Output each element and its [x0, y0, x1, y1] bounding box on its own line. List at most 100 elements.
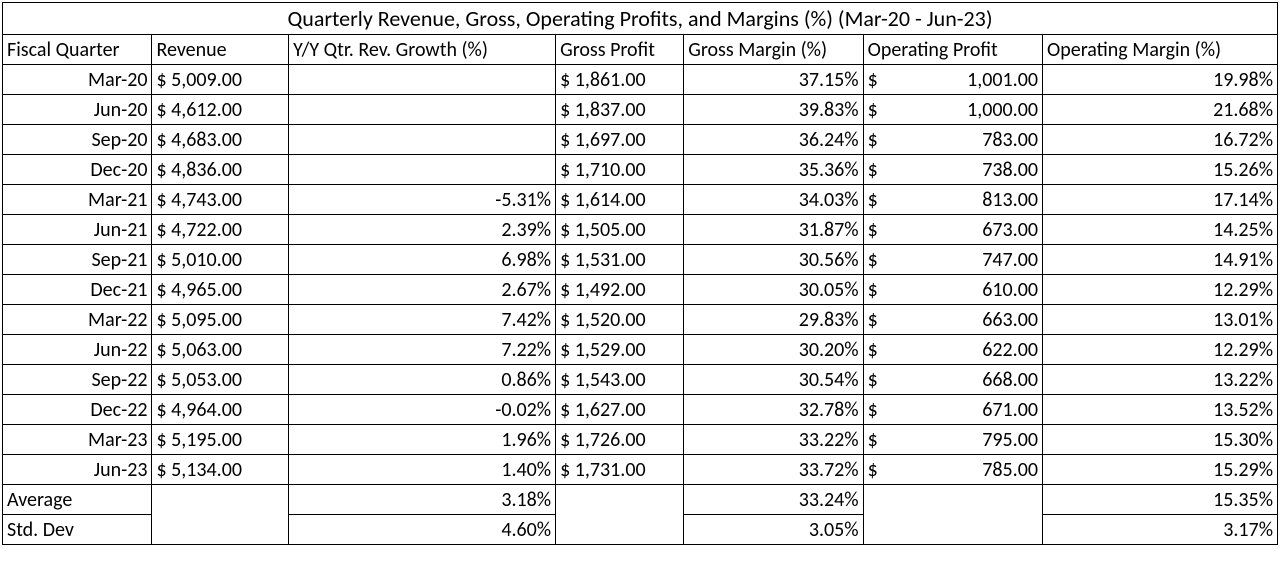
summary-row-average: Average3.18%33.24%15.35% — [3, 485, 1278, 515]
summary-blank-gp — [556, 485, 684, 545]
cell-om: 19.98% — [1043, 65, 1278, 95]
col-header-yoy: Y/Y Qtr. Rev. Growth (%) — [289, 35, 556, 65]
cell-rev: $ 5,063.00 — [152, 335, 289, 365]
cell-rev: $ 5,009.00 — [152, 65, 289, 95]
cell-op: $785.00 — [863, 455, 1042, 485]
financials-table: Quarterly Revenue, Gross, Operating Prof… — [2, 2, 1278, 545]
cell-gm: 30.56% — [684, 245, 863, 275]
table-row: Sep-20$ 4,683.00 $ 1,697.0036.24%$783.001… — [3, 125, 1278, 155]
cell-rev: $ 4,965.00 — [152, 275, 289, 305]
cell-rev: $ 4,683.00 — [152, 125, 289, 155]
cell-fq: Sep-20 — [3, 125, 152, 155]
table-body: Mar-20$ 5,009.00$ 1,861.0037.15%$1,001.0… — [3, 65, 1278, 545]
cell-rev: $ 5,010.00 — [152, 245, 289, 275]
cell-yoy — [289, 125, 556, 155]
cell-rev: $ 4,612.00 — [152, 95, 289, 125]
cell-op: $783.00 — [863, 125, 1042, 155]
cell-op: $813.00 — [863, 185, 1042, 215]
table-row: Jun-20$ 4,612.00$ 1,837.0039.83%$1,000.0… — [3, 95, 1278, 125]
cell-om: 21.68% — [1043, 95, 1278, 125]
cell-gp: $ 1,543.00 — [556, 365, 684, 395]
cell-fq: Mar-21 — [3, 185, 152, 215]
cell-rev: $ 4,964.00 — [152, 395, 289, 425]
table-row: Mar-22$ 5,095.007.42%$ 1,520.0029.83%$66… — [3, 305, 1278, 335]
cell-gp: $ 1,697.00 — [556, 125, 684, 155]
cell-om: 12.29% — [1043, 335, 1278, 365]
cell-rev: $ 4,836.00 — [152, 155, 289, 185]
col-header-gp: Gross Profit — [556, 35, 684, 65]
cell-fq: Mar-23 — [3, 425, 152, 455]
cell-rev: $ 5,195.00 — [152, 425, 289, 455]
cell-om: 15.30% — [1043, 425, 1278, 455]
table-row: Dec-21$ 4,965.002.67%$ 1,492.0030.05%$61… — [3, 275, 1278, 305]
cell-fq: Dec-21 — [3, 275, 152, 305]
cell-yoy — [289, 155, 556, 185]
cell-yoy: 1.96% — [289, 425, 556, 455]
cell-gp: $ 1,531.00 — [556, 245, 684, 275]
col-header-op: Operating Profit — [863, 35, 1042, 65]
cell-rev: $ 5,053.00 — [152, 365, 289, 395]
cell-op: $795.00 — [863, 425, 1042, 455]
cell-op: $1,001.00 — [863, 65, 1042, 95]
cell-om: 15.29% — [1043, 455, 1278, 485]
cell-yoy: 1.40% — [289, 455, 556, 485]
cell-fq: Jun-21 — [3, 215, 152, 245]
table-row: Sep-21$ 5,010.006.98%$ 1,531.0030.56%$74… — [3, 245, 1278, 275]
cell-gm: 33.72% — [684, 455, 863, 485]
summary-cell-yoy: 4.60% — [289, 515, 556, 545]
cell-rev: $ 5,095.00 — [152, 305, 289, 335]
cell-om: 14.25% — [1043, 215, 1278, 245]
table-row: Mar-20$ 5,009.00$ 1,861.0037.15%$1,001.0… — [3, 65, 1278, 95]
cell-gm: 32.78% — [684, 395, 863, 425]
cell-gp: $ 1,837.00 — [556, 95, 684, 125]
cell-op: $663.00 — [863, 305, 1042, 335]
cell-gp: $ 1,520.00 — [556, 305, 684, 335]
cell-om: 16.72% — [1043, 125, 1278, 155]
cell-fq: Jun-23 — [3, 455, 152, 485]
summary-blank-rev — [152, 485, 289, 545]
cell-fq: Jun-22 — [3, 335, 152, 365]
title-row: Quarterly Revenue, Gross, Operating Prof… — [3, 3, 1278, 35]
cell-op: $671.00 — [863, 395, 1042, 425]
cell-op: $747.00 — [863, 245, 1042, 275]
summary-cell-om: 3.17% — [1043, 515, 1278, 545]
cell-gp: $ 1,731.00 — [556, 455, 684, 485]
cell-rev: $ 4,722.00 — [152, 215, 289, 245]
table-row: Jun-21$ 4,722.002.39%$ 1,505.0031.87%$67… — [3, 215, 1278, 245]
cell-gp: $ 1,492.00 — [556, 275, 684, 305]
cell-op: $622.00 — [863, 335, 1042, 365]
table-row: Jun-23$ 5,134.001.40%$ 1,731.0033.72%$78… — [3, 455, 1278, 485]
cell-om: 14.91% — [1043, 245, 1278, 275]
cell-yoy: 7.22% — [289, 335, 556, 365]
cell-gm: 29.83% — [684, 305, 863, 335]
cell-om: 13.22% — [1043, 365, 1278, 395]
summary-label: Std. Dev — [3, 515, 152, 545]
table-row: Mar-23$ 5,195.001.96%$ 1,726.0033.22%$79… — [3, 425, 1278, 455]
cell-yoy: 7.42% — [289, 305, 556, 335]
cell-rev: $ 5,134.00 — [152, 455, 289, 485]
table-title: Quarterly Revenue, Gross, Operating Prof… — [3, 3, 1278, 35]
cell-gp: $ 1,505.00 — [556, 215, 684, 245]
table-row: Sep-22$ 5,053.000.86%$ 1,543.0030.54%$66… — [3, 365, 1278, 395]
cell-gm: 34.03% — [684, 185, 863, 215]
cell-om: 12.29% — [1043, 275, 1278, 305]
cell-op: $738.00 — [863, 155, 1042, 185]
cell-gm: 36.24% — [684, 125, 863, 155]
summary-cell-gm: 33.24% — [684, 485, 863, 515]
cell-gm: 30.54% — [684, 365, 863, 395]
table-row: Jun-22$ 5,063.007.22%$ 1,529.0030.20%$62… — [3, 335, 1278, 365]
cell-yoy: 0.86% — [289, 365, 556, 395]
cell-om: 13.52% — [1043, 395, 1278, 425]
cell-gm: 33.22% — [684, 425, 863, 455]
col-header-om: Operating Margin (%) — [1043, 35, 1278, 65]
header-row: Fiscal QuarterRevenueY/Y Qtr. Rev. Growt… — [3, 35, 1278, 65]
summary-blank-op — [863, 485, 1042, 545]
summary-label: Average — [3, 485, 152, 515]
cell-yoy: 2.39% — [289, 215, 556, 245]
cell-yoy: -0.02% — [289, 395, 556, 425]
cell-gp: $ 1,710.00 — [556, 155, 684, 185]
cell-op: $1,000.00 — [863, 95, 1042, 125]
cell-yoy — [289, 65, 556, 95]
cell-om: 15.26% — [1043, 155, 1278, 185]
cell-yoy: 2.67% — [289, 275, 556, 305]
